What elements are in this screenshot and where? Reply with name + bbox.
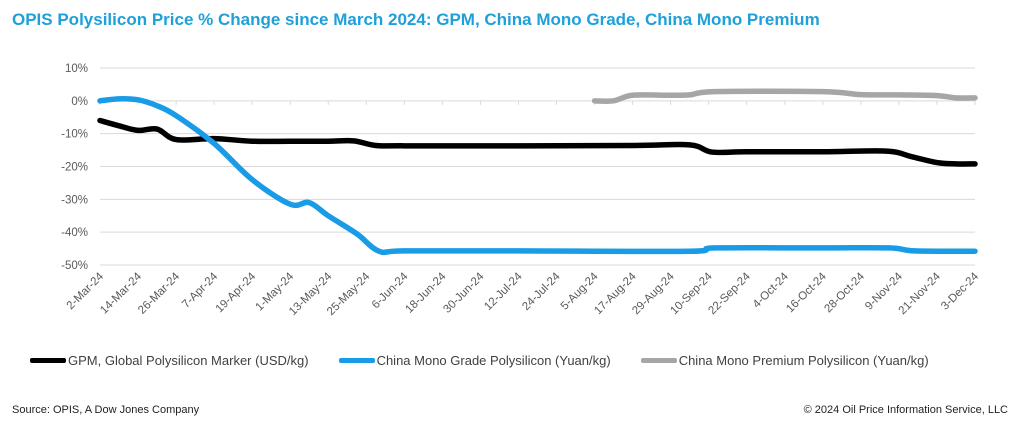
chart-title: OPIS Polysilicon Price % Change since Ma… <box>12 10 820 29</box>
legend-item: GPM, Global Polysilicon Marker (USD/kg) <box>30 353 309 368</box>
y-tick-label: 0% <box>71 96 88 108</box>
x-tick-label: 24-Jul-24 <box>520 270 563 313</box>
legend-swatch <box>640 358 677 363</box>
x-tick-label: 19-Apr-24 <box>214 270 259 315</box>
x-tick-label: 22-Sep-24 <box>706 270 753 317</box>
x-tick-label: 28-Oct-24 <box>822 270 867 315</box>
x-tick-label: 12-Jul-24 <box>482 270 525 313</box>
y-tick-label: -40% <box>61 227 88 239</box>
legend: GPM, Global Polysilicon Marker (USD/kg) C… <box>30 353 1020 368</box>
source-note: Source: OPIS, A Dow Jones Company <box>12 404 200 416</box>
legend-item: China Mono Grade Polysilicon (Yuan/kg) <box>338 353 611 368</box>
legend-swatch <box>30 358 66 363</box>
legend-item: China Mono Premium Polysilicon (Yuan/kg) <box>640 353 929 368</box>
legend-label: China Mono Premium Polysilicon (Yuan/kg) <box>678 353 929 368</box>
series-line <box>97 96 978 256</box>
x-tick-label: 26-Mar-24 <box>136 270 182 316</box>
x-tick-label: 16-Oct-24 <box>784 270 829 315</box>
line-chart: 10%0%-10%-20%-30%-40%-50%2-Mar-2414-Mar-… <box>61 63 981 318</box>
y-tick-label: -10% <box>61 129 88 141</box>
series-line <box>97 117 978 167</box>
x-tick-label: 21-Nov-24 <box>897 270 944 317</box>
y-tick-label: -20% <box>61 162 88 174</box>
copyright-note: © 2024 Oil Price Information Service, LL… <box>803 404 1008 416</box>
legend-label: GPM, Global Polysilicon Marker (USD/kg) <box>68 353 309 368</box>
legend-label: China Mono Grade Polysilicon (Yuan/kg) <box>376 353 611 368</box>
series-line <box>591 88 978 104</box>
y-tick-label: -30% <box>61 194 88 206</box>
legend-swatch <box>338 358 375 363</box>
y-tick-label: 10% <box>65 63 88 75</box>
x-tick-label: 3-Dec-24 <box>939 270 981 312</box>
x-tick-label: 30-Jun-24 <box>441 270 487 316</box>
y-tick-label: -50% <box>61 260 88 272</box>
